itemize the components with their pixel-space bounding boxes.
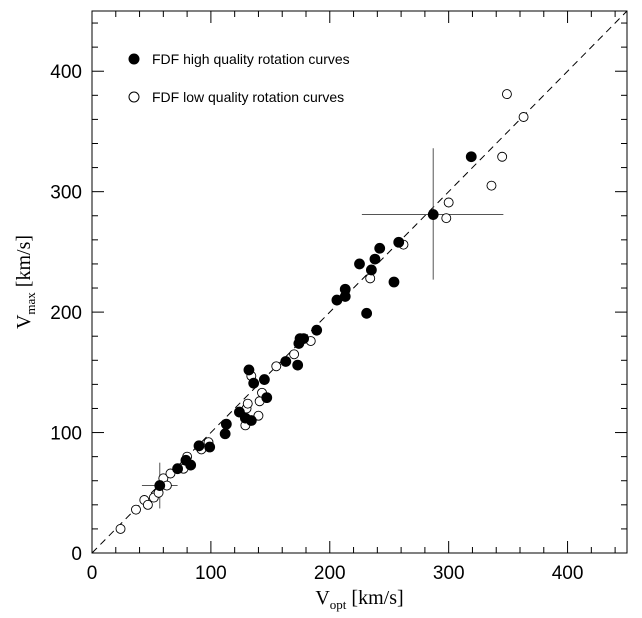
data-point-high-quality [361, 307, 373, 319]
data-point-low-quality [518, 112, 529, 122]
data-point-high-quality [193, 440, 205, 452]
data-point-high-quality [354, 258, 365, 270]
data-point-high-quality [311, 324, 323, 336]
data-point-low-quality [115, 523, 126, 534]
data-point-high-quality [243, 364, 255, 376]
data-point-low-quality [497, 151, 508, 162]
data-point-high-quality [248, 377, 260, 389]
y-axis-label: Vmax [km/s] [13, 235, 38, 329]
plot-area [91, 10, 628, 554]
x-tick-label: 300 [433, 563, 465, 584]
x-axis-label: Vopt [km/s] [315, 587, 403, 612]
data-point-high-quality [465, 151, 477, 163]
data-point-low-quality [242, 398, 253, 409]
legend: FDF high quality rotation curves FDF low… [128, 51, 350, 105]
data-point-high-quality [427, 209, 439, 220]
y-axis-label-main: V [13, 314, 35, 329]
y-tick-label: 100 [50, 424, 82, 445]
x-tick-label: 100 [195, 563, 227, 584]
x-tick-label: 0 [87, 563, 98, 584]
data-point-high-quality [154, 480, 166, 491]
data-point-high-quality [280, 356, 292, 367]
y-tick-label: 200 [50, 303, 82, 324]
data-point-high-quality [185, 459, 197, 471]
x-axis-label-main: V [315, 587, 330, 609]
data-point-high-quality [219, 428, 231, 440]
data-point-low-quality [142, 499, 153, 510]
data-point-high-quality [172, 463, 184, 475]
data-point-high-quality [298, 333, 310, 345]
axis-ticks: 0 100 200 300 400 0 100 200 300 400 [50, 11, 627, 584]
data-point-high-quality [261, 392, 273, 404]
data-point-low-quality [486, 180, 497, 191]
data-point-high-quality [365, 264, 377, 276]
plot-frame [91, 10, 628, 554]
data-point-high-quality [374, 242, 386, 254]
data-point-high-quality [245, 415, 257, 426]
x-axis-label-sub: opt [330, 597, 347, 612]
y-tick-label: 300 [50, 183, 82, 204]
y-axis-label-sub: max [23, 292, 38, 315]
data-point-high-quality [204, 441, 216, 453]
y-tick-label: 400 [50, 62, 82, 83]
data-point-high-quality [369, 253, 381, 265]
data-point-low-quality [271, 361, 282, 372]
legend-marker-high-quality [128, 53, 140, 65]
x-tick-label: 200 [314, 563, 346, 584]
data-point-high-quality [292, 359, 304, 371]
y-axis-label-unit: [km/s] [13, 235, 35, 292]
data-point-low-quality [501, 89, 512, 100]
data-point-low-quality [365, 273, 376, 284]
x-axis-label-unit: [km/s] [346, 587, 403, 609]
data-point-high-quality [220, 418, 232, 430]
legend-label-high-quality: FDF high quality rotation curves [152, 51, 350, 67]
data-point-low-quality [253, 410, 264, 421]
data-point-high-quality [393, 236, 405, 248]
data-point-low-quality [165, 468, 176, 479]
data-point-high-quality [258, 374, 270, 385]
data-point-low-quality [441, 213, 452, 224]
data-point-low-quality [289, 349, 300, 360]
data-point-low-quality [443, 197, 454, 208]
data-point-high-quality [339, 283, 351, 295]
data-point-high-quality [388, 276, 400, 288]
data-point-low-quality [131, 504, 141, 515]
y-tick-label: 0 [71, 544, 82, 565]
x-tick-label: 400 [552, 563, 584, 584]
legend-label-low-quality: FDF low quality rotation curves [152, 89, 344, 105]
legend-marker-low-quality [128, 91, 140, 103]
